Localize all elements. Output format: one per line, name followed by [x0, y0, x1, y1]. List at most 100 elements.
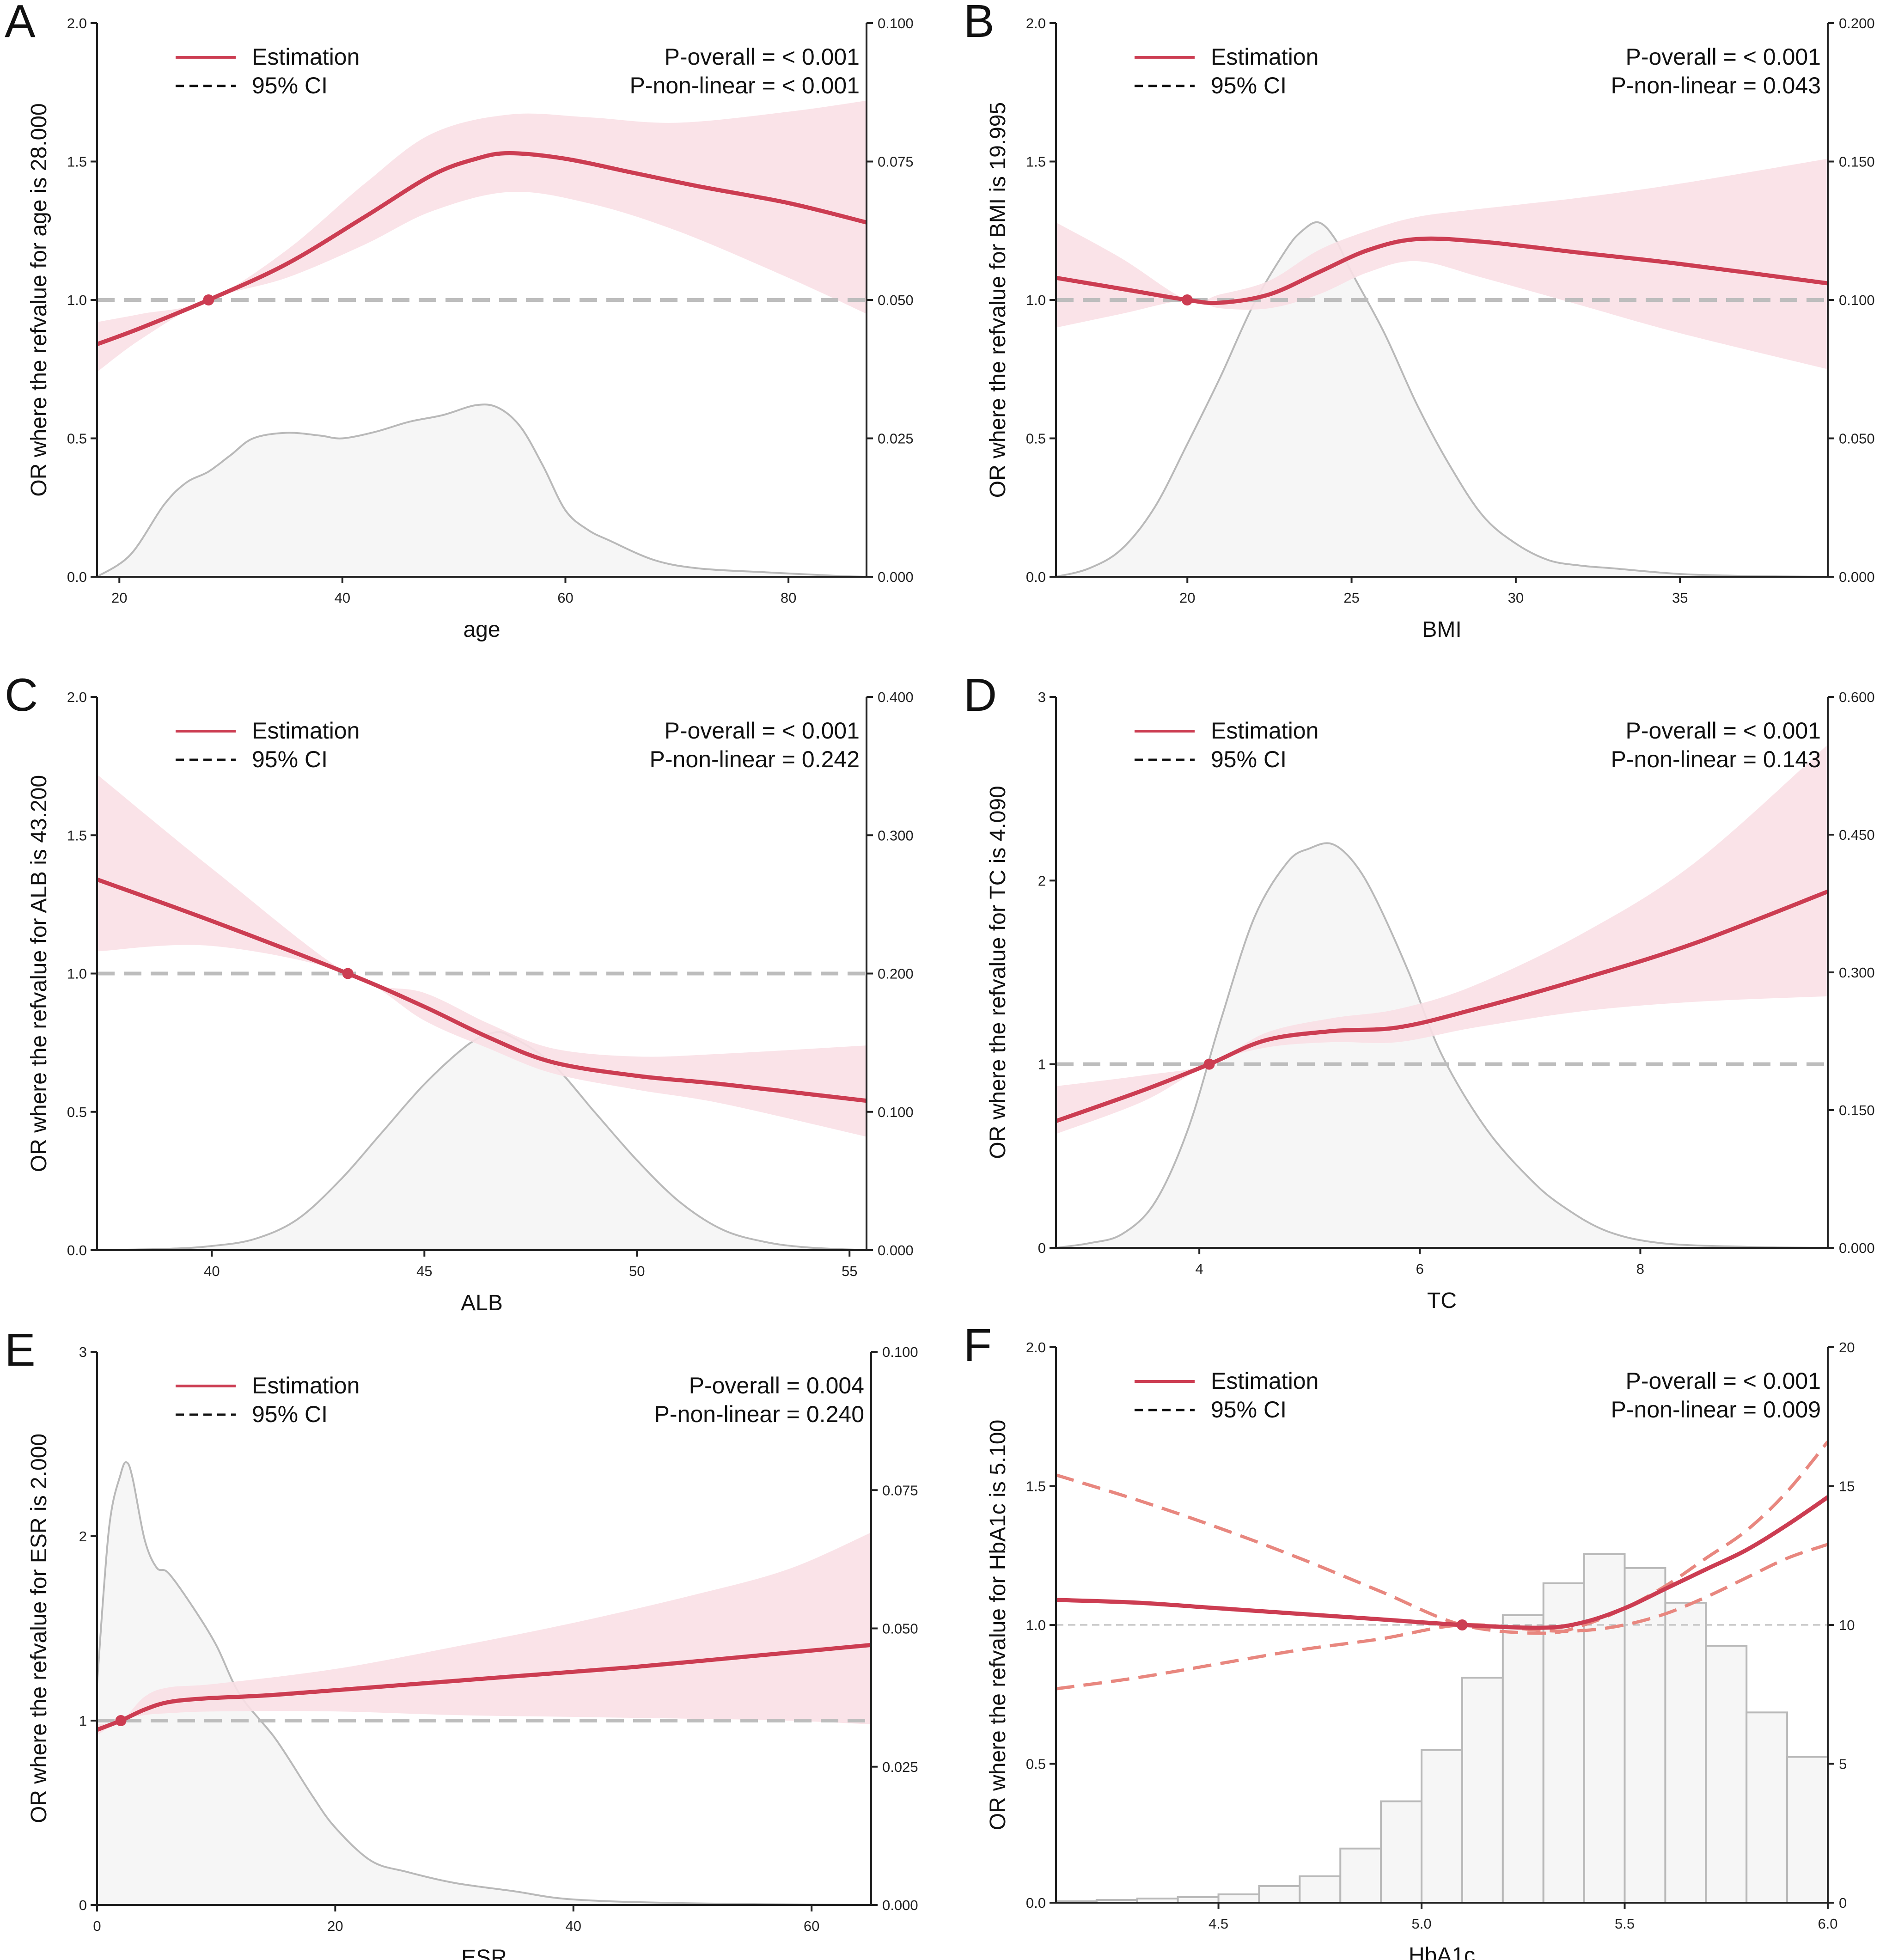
x-tick-label: 20	[1179, 590, 1195, 606]
histogram-bar	[1380, 1800, 1423, 1903]
distribution-curve	[97, 1461, 871, 1905]
reference-point	[115, 1715, 127, 1726]
histogram-bar	[1501, 1614, 1544, 1903]
p-nonlinear: P-non-linear = 0.143	[1611, 746, 1821, 772]
y-tick-label: 1.5	[67, 827, 87, 843]
estimate-line	[97, 877, 867, 1103]
panel-letter: D	[964, 669, 997, 721]
panel-letter: C	[5, 669, 38, 721]
y-tick-label: 2.0	[1026, 15, 1046, 31]
y2-tick-label: 15	[1839, 1478, 1855, 1495]
y2-tick-label: 0.075	[878, 154, 914, 170]
y-axis-label: OR where the refvalue for ESR is 2.000	[27, 1434, 51, 1823]
x-tick-label: 0	[93, 1918, 101, 1934]
y-tick-label: 0.0	[67, 569, 87, 585]
y2-tick-label: 0.000	[882, 1897, 918, 1913]
y-tick-label: 1.5	[67, 154, 87, 170]
y2-tick-label: 0.150	[1839, 1102, 1875, 1118]
y-tick-label: 2.0	[67, 15, 87, 31]
y2-tick-label: 0.600	[1839, 689, 1875, 705]
y-tick-label: 0.5	[1026, 431, 1046, 447]
y-axis-label: OR where the refvalue for BMI is 19.995	[986, 102, 1010, 498]
panel-d: 4 6 8 0 1 2 3 0.000 0.150 0.300 0.450 0.600 TC OR whe…	[964, 669, 1875, 1313]
legend-estimation-label: Estimation	[1211, 44, 1318, 70]
p-overall: P-overall = < 0.001	[1626, 44, 1821, 70]
plot-area	[1056, 745, 1828, 1248]
histogram-bar	[1623, 1567, 1666, 1903]
x-axis-label: ESR	[461, 1946, 507, 1960]
histogram-bar	[1705, 1645, 1748, 1903]
panel-letter: A	[5, 0, 36, 47]
legend-estimation-label: Estimation	[1211, 1368, 1318, 1394]
x-axis-label: BMI	[1422, 617, 1461, 642]
x-tick-label: 40	[335, 590, 350, 606]
ci-band	[1056, 159, 1828, 369]
x-tick-label: 55	[842, 1263, 857, 1279]
histogram-bar	[1786, 1756, 1828, 1903]
ci-band	[97, 1533, 871, 1735]
histogram-bar	[1746, 1711, 1788, 1903]
x-tick-label: 4.5	[1208, 1916, 1228, 1932]
plot-area	[1056, 1441, 1828, 1903]
p-nonlinear: P-non-linear = 0.043	[1611, 73, 1821, 98]
legend-estimation-label: Estimation	[252, 718, 360, 744]
x-tick-label: 30	[1508, 590, 1524, 606]
p-overall: P-overall = < 0.001	[665, 44, 860, 70]
y2-tick-label: 0.200	[878, 966, 914, 982]
estimate-line	[1056, 1495, 1828, 1630]
y2-tick-label: 0.300	[1839, 965, 1875, 981]
y2-tick-label: 0.000	[1839, 1240, 1875, 1256]
x-axis-label: ALB	[461, 1291, 503, 1315]
x-tick-label: 6.0	[1818, 1916, 1837, 1932]
y-tick-label: 1	[79, 1713, 87, 1729]
y-tick-label: 1.0	[67, 966, 87, 982]
reference-point	[1456, 1619, 1468, 1630]
y-axis-label: OR where the refvalue for TC is 4.090	[986, 786, 1010, 1159]
distribution-curve	[97, 403, 867, 577]
x-tick-label: 8	[1636, 1261, 1644, 1277]
distribution-curve	[1056, 221, 1828, 577]
estimate-line	[1056, 236, 1828, 305]
y2-tick-label: 0.100	[878, 15, 914, 31]
y-axis-label: OR where the refvalue for ALB is 43.200	[27, 775, 51, 1172]
estimate-line	[97, 1642, 871, 1732]
p-nonlinear: P-non-linear = 0.240	[654, 1401, 864, 1427]
histogram-bar	[1339, 1847, 1382, 1903]
y-tick-label: 1.0	[1026, 1617, 1046, 1633]
x-tick-label: 6	[1416, 1261, 1424, 1277]
x-tick-label: 80	[781, 590, 796, 606]
legend-ci-label: 95% CI	[1211, 1397, 1287, 1423]
legend-ci-label: 95% CI	[252, 1401, 328, 1427]
distribution-area	[97, 1462, 871, 1905]
x-tick-label: 60	[557, 590, 573, 606]
p-nonlinear: P-non-linear = < 0.001	[629, 73, 860, 98]
y2-tick-label: 0.050	[878, 292, 914, 308]
ci-band	[97, 774, 867, 1137]
x-tick-label: 20	[327, 1918, 343, 1934]
panel-b: 20 25 30 35 0.0 0.5 1.0 1.5 2.0 0.000 0.050 0.100 0.…	[964, 0, 1875, 642]
y2-tick-label: 0	[1839, 1895, 1847, 1911]
y2-tick-label: 0.300	[878, 827, 914, 843]
ci-band	[97, 100, 867, 372]
legend-ci-label: 95% CI	[1211, 73, 1287, 98]
y-tick-label: 1.0	[67, 292, 87, 308]
y2-tick-label: 0.000	[878, 569, 914, 585]
y-tick-label: 0.0	[1026, 1895, 1046, 1911]
y2-tick-label: 0.025	[882, 1759, 918, 1775]
y-tick-label: 0.5	[67, 431, 87, 447]
y2-tick-label: 0.100	[1839, 292, 1875, 308]
distribution-curve	[1056, 842, 1828, 1248]
plot-area	[1056, 159, 1828, 577]
histogram-bar	[1299, 1875, 1342, 1903]
p-overall: P-overall = < 0.001	[1626, 1368, 1821, 1394]
panel-letter: B	[964, 0, 995, 47]
y2-tick-label: 0.000	[1839, 569, 1875, 585]
y-tick-label: 2	[79, 1528, 87, 1545]
y-tick-label: 0	[1038, 1240, 1046, 1256]
x-tick-label: 40	[204, 1263, 220, 1279]
distribution-area	[1056, 843, 1828, 1248]
x-tick-label: 5.5	[1615, 1916, 1635, 1932]
y-tick-label: 1.5	[1026, 154, 1046, 170]
y-axis-label: OR where the refvalue for age is 28.000	[27, 103, 51, 496]
y2-tick-label: 0.200	[1839, 15, 1875, 31]
